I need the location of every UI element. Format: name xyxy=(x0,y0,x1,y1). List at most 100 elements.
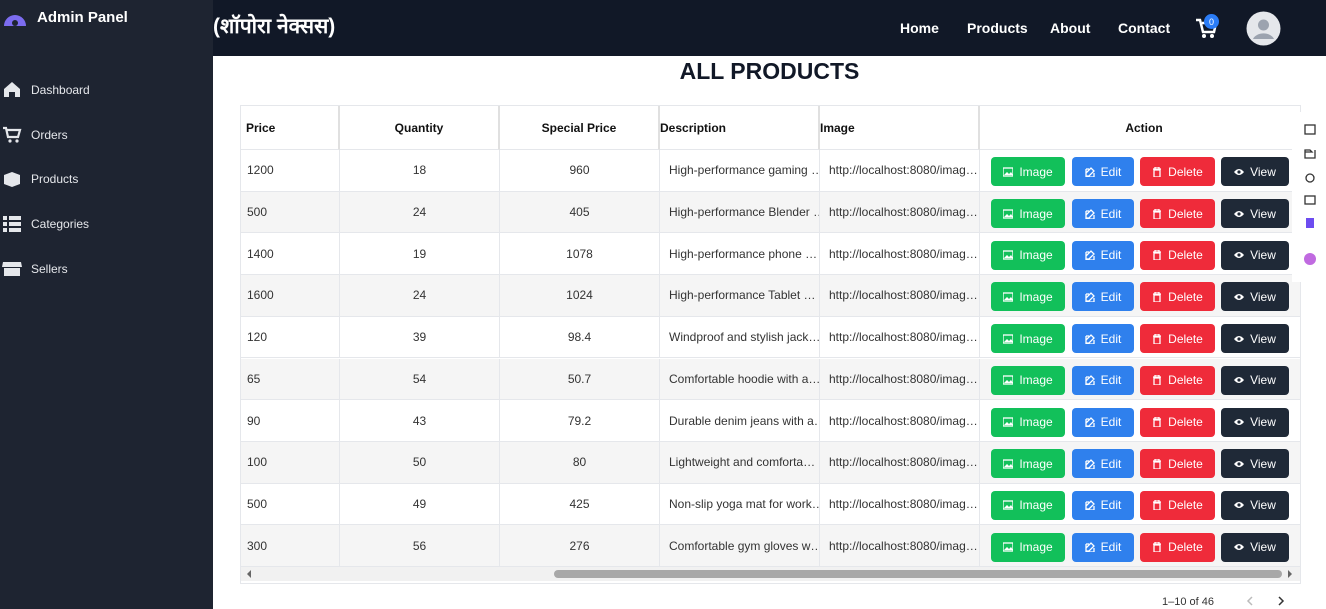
table-cell: 100 xyxy=(241,441,340,483)
nav-link[interactable]: Contact xyxy=(1118,20,1171,36)
button-label: Edit xyxy=(1100,248,1122,263)
action-button[interactable]: Image xyxy=(991,282,1065,312)
table-cell: http://localhost:8080/imag… xyxy=(820,483,980,525)
action-button[interactable]: Delete xyxy=(1140,532,1215,562)
button-icon xyxy=(1085,250,1095,261)
action-button[interactable]: View xyxy=(1221,157,1289,187)
table-cell: 300 xyxy=(241,525,340,566)
action-button[interactable]: Delete xyxy=(1140,240,1215,270)
nav-link[interactable]: Products xyxy=(967,20,1028,36)
action-button[interactable]: Edit xyxy=(1072,490,1134,520)
table-cell: http://localhost:8080/imag… xyxy=(820,191,980,233)
nav-link[interactable]: Home xyxy=(900,20,939,36)
action-button[interactable]: Edit xyxy=(1072,240,1134,270)
page-heading: ALL PRODUCTS xyxy=(679,58,860,84)
action-button[interactable]: Edit xyxy=(1072,449,1134,479)
button-label: Image xyxy=(1019,456,1053,471)
button-label: Edit xyxy=(1100,415,1122,430)
action-button[interactable]: Image xyxy=(991,365,1065,395)
sidebar-label: Orders xyxy=(31,127,68,142)
sidebar-icon xyxy=(4,82,20,97)
button-label: View xyxy=(1250,164,1276,179)
table-cell: 1078 xyxy=(500,233,660,275)
table-cell: 960 xyxy=(500,150,660,191)
button-icon xyxy=(1153,417,1162,428)
action-button[interactable]: Edit xyxy=(1072,532,1134,562)
action-button[interactable]: Image xyxy=(991,240,1065,270)
button-label: Edit xyxy=(1100,498,1122,513)
table-cell: 24 xyxy=(340,275,500,316)
table-cell: High-performance gaming … xyxy=(660,150,820,191)
button-label: View xyxy=(1250,456,1276,471)
button-label: Edit xyxy=(1100,540,1122,555)
action-button[interactable]: Edit xyxy=(1072,282,1134,312)
button-icon xyxy=(1153,166,1162,177)
action-button[interactable]: View xyxy=(1221,407,1289,437)
table-cell: 19 xyxy=(340,233,500,275)
table-cell: 50 xyxy=(340,441,500,483)
logo-icon xyxy=(4,15,26,26)
brand[interactable]: (शॉपोरा नेक्सस) xyxy=(213,15,336,38)
action-button[interactable]: Edit xyxy=(1072,324,1134,354)
action-button[interactable]: Edit xyxy=(1072,365,1134,395)
button-icon xyxy=(1153,500,1162,511)
action-button[interactable]: View xyxy=(1221,449,1289,479)
action-button[interactable]: Delete xyxy=(1140,324,1215,354)
avatar[interactable] xyxy=(1246,11,1281,46)
action-button[interactable]: Image xyxy=(991,199,1065,229)
button-icon xyxy=(1003,417,1014,427)
action-button[interactable]: View xyxy=(1221,532,1289,562)
action-button[interactable]: Delete xyxy=(1140,199,1215,229)
action-button[interactable]: Delete xyxy=(1140,365,1215,395)
table-cell: High-performance Tablet … xyxy=(660,275,820,316)
action-button[interactable]: Image xyxy=(991,449,1065,479)
action-button[interactable]: Image xyxy=(991,324,1065,354)
action-button[interactable]: Edit xyxy=(1072,407,1134,437)
action-button[interactable]: View xyxy=(1221,199,1289,229)
action-button[interactable]: Delete xyxy=(1140,407,1215,437)
action-button[interactable]: Edit xyxy=(1072,199,1134,229)
button-label: Image xyxy=(1019,540,1053,555)
extension-icons[interactable] xyxy=(1292,112,1326,282)
action-button[interactable]: View xyxy=(1221,490,1289,520)
action-button[interactable]: Delete xyxy=(1140,282,1215,312)
button-icon xyxy=(1234,460,1245,467)
nav-link[interactable]: About xyxy=(1050,20,1091,36)
action-button[interactable]: Image xyxy=(991,407,1065,437)
button-icon xyxy=(1153,333,1162,344)
sidebar-label: Products xyxy=(31,172,79,187)
button-icon xyxy=(1003,375,1014,385)
action-button[interactable]: View xyxy=(1221,324,1289,354)
action-button[interactable]: Delete xyxy=(1140,157,1215,187)
table-cell: Windproof and stylish jack… xyxy=(660,316,820,358)
horizontal-scrollbar[interactable] xyxy=(241,567,1300,581)
sidebar-item[interactable]: Dashboard xyxy=(0,80,213,100)
button-label: View xyxy=(1250,289,1276,304)
action-button[interactable]: View xyxy=(1221,240,1289,270)
sidebar-icon xyxy=(4,172,20,188)
action-button[interactable]: Image xyxy=(991,490,1065,520)
table-cell: 500 xyxy=(241,483,340,525)
sidebar-item[interactable]: Sellers xyxy=(0,259,213,279)
button-label: Delete xyxy=(1168,164,1203,179)
table-cell: 18 xyxy=(340,150,500,191)
button-icon xyxy=(1085,417,1095,428)
action-button[interactable]: Edit xyxy=(1072,157,1134,187)
sidebar-label: Dashboard xyxy=(31,83,90,97)
action-button[interactable]: View xyxy=(1221,282,1289,312)
navbar: (शॉपोरा नेक्सस) 0 Home Products About Conta… xyxy=(213,0,1326,56)
action-button[interactable]: Delete xyxy=(1140,490,1215,520)
button-label: Delete xyxy=(1168,540,1203,555)
button-label: Image xyxy=(1019,289,1053,304)
table-row: 500 24 405 High-performance Blender … http:/… xyxy=(241,191,1300,234)
sidebar-item[interactable]: Categories xyxy=(0,214,213,234)
pagination-arrows[interactable] xyxy=(1240,594,1290,609)
sidebar-item[interactable]: Orders xyxy=(0,125,213,145)
action-button[interactable]: Delete xyxy=(1140,449,1215,479)
button-icon xyxy=(1234,335,1245,342)
action-button[interactable]: Image xyxy=(991,532,1065,562)
action-button[interactable]: Image xyxy=(991,157,1065,187)
table-cell: http://localhost:8080/imag… xyxy=(820,400,980,441)
action-button[interactable]: View xyxy=(1221,365,1289,395)
sidebar-item[interactable]: Products xyxy=(0,169,213,189)
